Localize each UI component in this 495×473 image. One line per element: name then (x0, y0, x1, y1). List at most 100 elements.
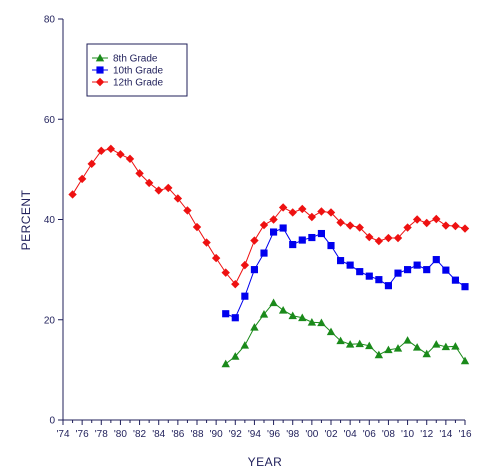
x-tick-label: '00 (305, 429, 318, 440)
y-tick-label: 80 (44, 15, 56, 26)
data-point-10th-grade (394, 269, 402, 277)
data-point-10th-grade (260, 249, 268, 257)
x-tick-label: '74 (56, 429, 69, 440)
data-point-12th-grade (288, 208, 297, 217)
data-point-12th-grade (345, 221, 355, 230)
data-point-10th-grade (298, 236, 306, 244)
data-point-12th-grade (298, 204, 307, 214)
data-point-12th-grade (355, 223, 364, 232)
x-tick-label: '92 (229, 429, 242, 440)
data-point-10th-grade (231, 314, 239, 322)
series-12th-grade (68, 144, 470, 289)
data-point-10th-grade (375, 276, 383, 284)
y-tick-label: 60 (44, 115, 56, 126)
data-point-8th-grade (221, 359, 230, 368)
x-tick-label: '96 (267, 429, 280, 440)
data-point-12th-grade (116, 150, 125, 159)
x-tick-label: '14 (439, 429, 452, 440)
data-point-8th-grade (355, 339, 364, 348)
series-layer (68, 144, 470, 368)
data-point-12th-grade (278, 203, 288, 212)
data-point-12th-grade (240, 260, 250, 270)
data-point-10th-grade (327, 241, 335, 250)
x-tick-label: '88 (190, 429, 203, 440)
x-tick-label: '86 (171, 429, 184, 440)
legend-label-12th-grade: 12th Grade (113, 78, 163, 89)
data-point-10th-grade (356, 268, 364, 276)
data-point-10th-grade (413, 261, 421, 269)
y-axis-ticks: 0 20 40 60 80 (44, 15, 63, 427)
data-point-8th-grade (288, 311, 297, 320)
data-point-12th-grade (125, 154, 135, 164)
data-point-12th-grade (87, 159, 96, 169)
data-point-8th-grade (412, 343, 422, 351)
series-10th-grade (222, 224, 469, 322)
data-point-8th-grade (460, 356, 470, 365)
data-point-12th-grade (365, 232, 374, 242)
data-point-12th-grade (259, 220, 269, 230)
x-tick-label: '82 (133, 429, 146, 440)
y-tick-label: 20 (44, 315, 56, 326)
x-tick-label: '90 (210, 429, 223, 440)
x-tick-label: '10 (401, 429, 414, 440)
legend-marker-10th-grade (96, 66, 104, 74)
data-point-8th-grade (345, 340, 355, 348)
data-point-8th-grade (365, 341, 374, 350)
data-point-8th-grade (298, 313, 307, 322)
data-point-12th-grade (422, 218, 431, 228)
data-point-8th-grade (317, 318, 326, 327)
data-point-8th-grade (451, 342, 460, 350)
data-point-8th-grade (422, 349, 431, 358)
data-point-10th-grade (423, 266, 431, 274)
series-8th-grade (221, 298, 470, 368)
x-tick-label: '04 (344, 429, 357, 440)
data-point-12th-grade (317, 207, 326, 216)
data-point-12th-grade (202, 238, 211, 247)
data-point-10th-grade (451, 276, 459, 284)
data-point-8th-grade (384, 345, 393, 354)
data-point-8th-grade (250, 323, 259, 331)
data-point-8th-grade (240, 341, 250, 349)
data-point-12th-grade (173, 194, 183, 203)
data-point-10th-grade (308, 233, 316, 242)
data-point-12th-grade (231, 279, 240, 289)
data-point-12th-grade (97, 146, 106, 156)
data-point-12th-grade (384, 233, 393, 243)
data-point-12th-grade (221, 268, 230, 277)
data-point-10th-grade (241, 292, 249, 300)
data-point-12th-grade (135, 169, 144, 178)
x-tick-label: '78 (95, 429, 108, 440)
data-point-10th-grade (317, 229, 325, 238)
data-point-8th-grade (259, 310, 269, 318)
data-point-12th-grade (77, 174, 87, 184)
data-point-10th-grade (365, 272, 373, 280)
data-point-10th-grade (442, 266, 450, 274)
data-point-10th-grade (346, 261, 354, 269)
data-point-8th-grade (336, 336, 345, 345)
y-tick-label: 0 (49, 416, 55, 427)
x-tick-label: '80 (114, 429, 127, 440)
x-tick-label: '98 (286, 429, 299, 440)
data-point-10th-grade (289, 240, 297, 249)
legend-label-8th-grade: 8th Grade (113, 54, 158, 65)
data-point-8th-grade (231, 352, 240, 360)
data-point-10th-grade (461, 283, 469, 291)
x-tick-label: '16 (458, 429, 471, 440)
data-point-8th-grade (374, 350, 384, 359)
x-tick-label: '02 (324, 429, 337, 440)
data-point-12th-grade (432, 214, 441, 224)
data-point-10th-grade (337, 257, 345, 265)
data-point-10th-grade (404, 266, 412, 274)
data-point-8th-grade (269, 298, 278, 307)
x-axis-title: YEAR (248, 455, 283, 469)
series-line-12th-grade (72, 148, 466, 286)
data-point-12th-grade (164, 183, 173, 193)
data-point-12th-grade (307, 212, 317, 222)
data-point-8th-grade (432, 340, 441, 348)
data-point-12th-grade (144, 178, 154, 188)
data-point-12th-grade (403, 223, 412, 232)
legend-marker-8th-grade (95, 53, 105, 62)
data-point-12th-grade (192, 222, 202, 232)
